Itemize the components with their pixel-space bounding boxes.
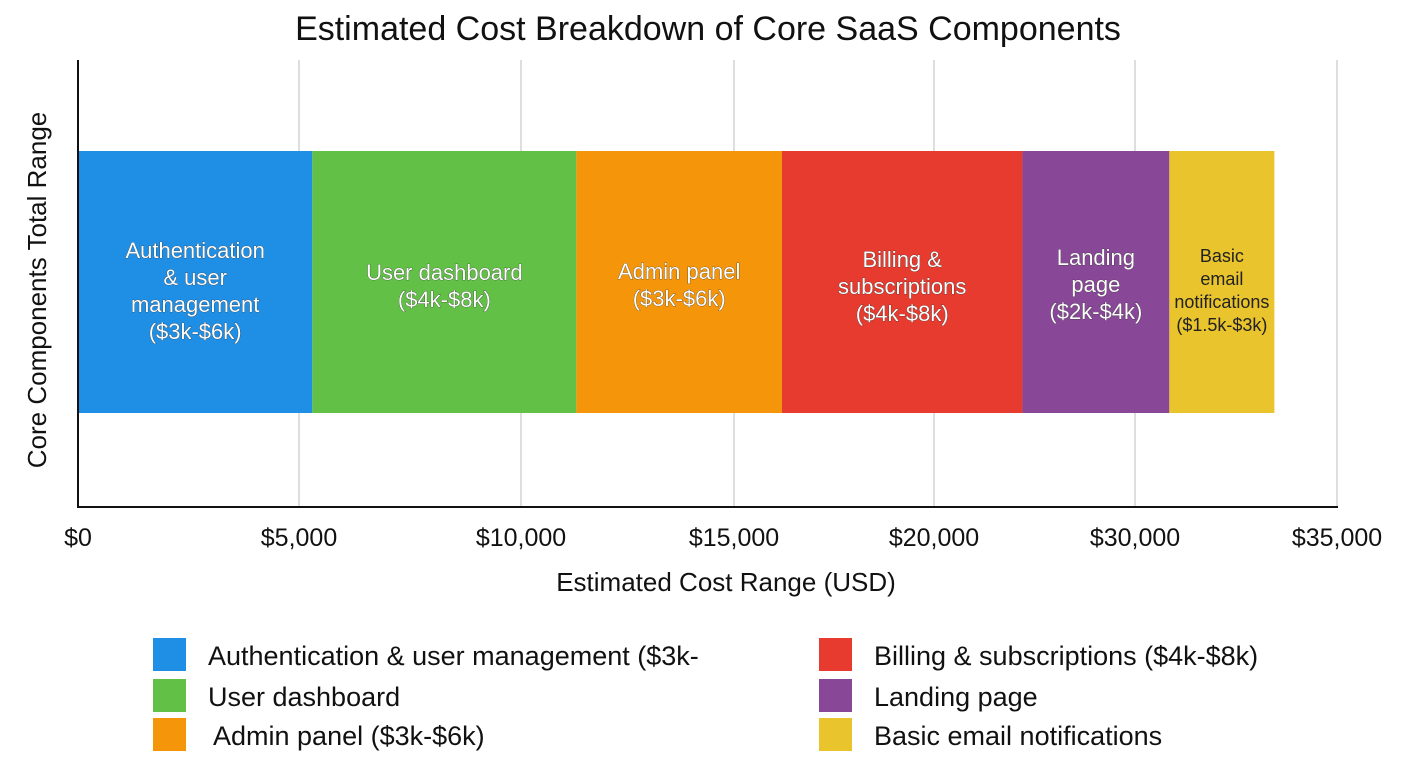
- legend-item: User dashboard: [153, 679, 400, 712]
- bar-segment: [312, 151, 577, 413]
- x-tick-label: $10,000: [476, 524, 566, 552]
- y-axis-title: Core Components Total Range: [22, 112, 52, 469]
- bar-data-label: Landing page ($2k-$4k): [1049, 245, 1142, 324]
- legend-label: User dashboard: [208, 682, 400, 712]
- x-tick-label: $35,000: [1292, 524, 1382, 552]
- bar-segment: [1022, 151, 1170, 413]
- x-tick-labels: $0 $5,000 $10,000 $15,000 $20,000 $30,000 $35,…: [64, 524, 1382, 552]
- legend-label: Billing & subscriptions ($4k-$8k): [874, 641, 1258, 671]
- x-tick-label: $0: [64, 524, 92, 552]
- bar-data-label: Billing & subscriptions ($4k-$8k): [838, 247, 966, 326]
- legend-item: Basic email notifications: [819, 718, 1162, 751]
- x-tick-label: $20,000: [889, 524, 979, 552]
- bar-segment: [782, 151, 1023, 413]
- bar-data-label: Authentication & user management ($3k-$6k): [125, 238, 264, 344]
- legend-item: Landing page: [819, 679, 1038, 712]
- legend-swatch: [819, 638, 852, 671]
- chart-title: Estimated Cost Breakdown of Core SaaS Co…: [295, 10, 1121, 48]
- legend-item: Authentication & user management ($3k-: [153, 638, 699, 671]
- legend: Authentication & user management ($3k- Us…: [153, 638, 1258, 751]
- x-tick-label: $30,000: [1090, 524, 1180, 552]
- legend-label: Authentication & user management ($3k-: [208, 641, 699, 671]
- bar-data-label: Basic email notifications ($1.5k-$3k): [1174, 246, 1269, 335]
- bar-data-label: User dashboard ($4k-$8k): [366, 260, 523, 312]
- bar-segment: [576, 151, 782, 413]
- legend-label: Admin panel ($3k-$6k): [213, 721, 485, 751]
- stacked-bar: Authentication & user management ($3k-$6k) U…: [78, 151, 1275, 413]
- legend-swatch: [153, 638, 186, 671]
- legend-label: Landing page: [874, 682, 1038, 712]
- legend-swatch: [819, 718, 852, 751]
- bar-data-label: Admin panel ($3k-$6k): [618, 259, 740, 311]
- x-axis-title: Estimated Cost Range (USD): [556, 567, 896, 597]
- bar-segment: [78, 151, 313, 413]
- bar-segment: [1169, 151, 1275, 413]
- x-tick-label: $15,000: [689, 524, 779, 552]
- legend-swatch: [153, 718, 186, 751]
- legend-label: Basic email notifications: [874, 721, 1162, 751]
- legend-swatch: [153, 679, 186, 712]
- legend-item: Admin panel ($3k-$6k): [153, 718, 485, 751]
- legend-item: Billing & subscriptions ($4k-$8k): [819, 638, 1258, 671]
- legend-swatch: [819, 679, 852, 712]
- x-tick-label: $5,000: [261, 524, 337, 552]
